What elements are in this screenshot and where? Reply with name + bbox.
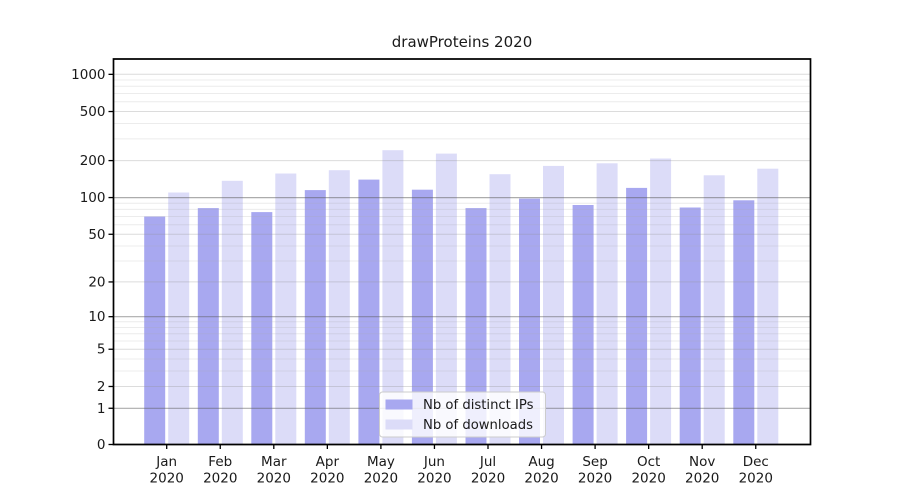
bar-nb-of-downloads-oct xyxy=(650,158,672,445)
x-tick-label-sep: Sep xyxy=(582,454,607,470)
x-tick-label-jun: Jun xyxy=(423,454,445,470)
y-tick-label-200: 200 xyxy=(80,153,106,169)
bar-nb-of-distinct-ips-nov xyxy=(679,207,701,445)
x-tick-label-nov: Nov xyxy=(689,454,715,470)
bar-nb-of-distinct-ips-jan xyxy=(144,216,166,445)
bar-nb-of-distinct-ips-may xyxy=(358,179,380,445)
x-tick-year-sep: 2020 xyxy=(578,471,612,487)
y-tick-label-20: 20 xyxy=(88,274,105,290)
bar-nb-of-distinct-ips-feb xyxy=(197,208,219,445)
y-axis: 0 1 2 5 10 20 50 100 200 500 1000 xyxy=(71,67,114,453)
y-tick-label-2: 2 xyxy=(97,379,106,395)
bar-nb-of-downloads-mar xyxy=(275,173,297,445)
y-tick-label-0: 0 xyxy=(97,437,106,453)
x-tick-label-may: May xyxy=(367,454,395,470)
plot-border xyxy=(112,58,812,446)
x-tick-label-feb: Feb xyxy=(208,454,232,470)
bar-nb-of-downloads-jun xyxy=(435,153,457,445)
x-tick-label-oct: Oct xyxy=(637,454,660,470)
bar-nb-of-distinct-ips-sep xyxy=(572,205,594,445)
x-tick-year-jul: 2020 xyxy=(471,471,505,487)
x-tick-year-mar: 2020 xyxy=(257,471,291,487)
x-tick-year-feb: 2020 xyxy=(203,471,237,487)
bar-nb-of-distinct-ips-mar xyxy=(251,212,273,445)
bar-nb-of-downloads-jul xyxy=(489,174,511,445)
x-tick-label-jan: Jan xyxy=(155,454,177,470)
bar-nb-of-downloads-nov xyxy=(703,175,725,445)
x-tick-label-mar: Mar xyxy=(261,454,287,470)
x-tick-year-apr: 2020 xyxy=(310,471,344,487)
y-tick-label-1000: 1000 xyxy=(71,67,105,83)
legend-label-downloads: Nb of downloads xyxy=(423,418,533,433)
y-tick-label-5: 5 xyxy=(97,342,106,358)
chart-title: drawProteins 2020 xyxy=(392,33,533,51)
bar-nb-of-downloads-apr xyxy=(328,170,350,445)
gridlines-layer xyxy=(113,73,811,409)
y-tick-label-1: 1 xyxy=(97,401,106,417)
legend-label-distinct-ips: Nb of distinct IPs xyxy=(423,398,534,413)
x-tick-label-dec: Dec xyxy=(743,454,769,470)
bar-nb-of-downloads-jan xyxy=(168,192,190,445)
x-tick-label-apr: Apr xyxy=(316,454,340,470)
legend-swatch-downloads xyxy=(385,419,413,430)
x-tick-label-aug: Aug xyxy=(528,454,554,470)
x-tick-year-dec: 2020 xyxy=(739,471,773,487)
x-axis: Jan2020Feb2020Mar2020Apr2020May2020Jun20… xyxy=(150,444,773,487)
y-tick-label-500: 500 xyxy=(80,104,106,120)
x-tick-year-oct: 2020 xyxy=(631,471,665,487)
bar-nb-of-downloads-aug xyxy=(543,165,564,445)
bar-nb-of-downloads-sep xyxy=(596,163,618,445)
y-tick-label-50: 50 xyxy=(88,227,105,243)
bar-nb-of-distinct-ips-jul xyxy=(465,208,487,445)
x-tick-year-nov: 2020 xyxy=(685,471,719,487)
bar-nb-of-downloads-dec xyxy=(757,168,779,445)
x-tick-year-jun: 2020 xyxy=(417,471,451,487)
x-tick-label-jul: Jul xyxy=(479,454,496,470)
x-tick-year-may: 2020 xyxy=(364,471,398,487)
bar-nb-of-distinct-ips-dec xyxy=(733,200,755,445)
legend: Nb of distinct IPs Nb of downloads xyxy=(379,391,546,438)
legend-box xyxy=(379,391,546,438)
bar-nb-of-downloads-may xyxy=(382,150,404,445)
x-tick-year-jan: 2020 xyxy=(150,471,184,487)
y-tick-label-100: 100 xyxy=(80,190,106,206)
bar-nb-of-downloads-feb xyxy=(221,180,243,445)
x-tick-year-aug: 2020 xyxy=(524,471,558,487)
bar-nb-of-distinct-ips-aug xyxy=(519,198,540,445)
legend-swatch-distinct-ips xyxy=(385,399,413,410)
y-tick-label-10: 10 xyxy=(88,309,105,325)
